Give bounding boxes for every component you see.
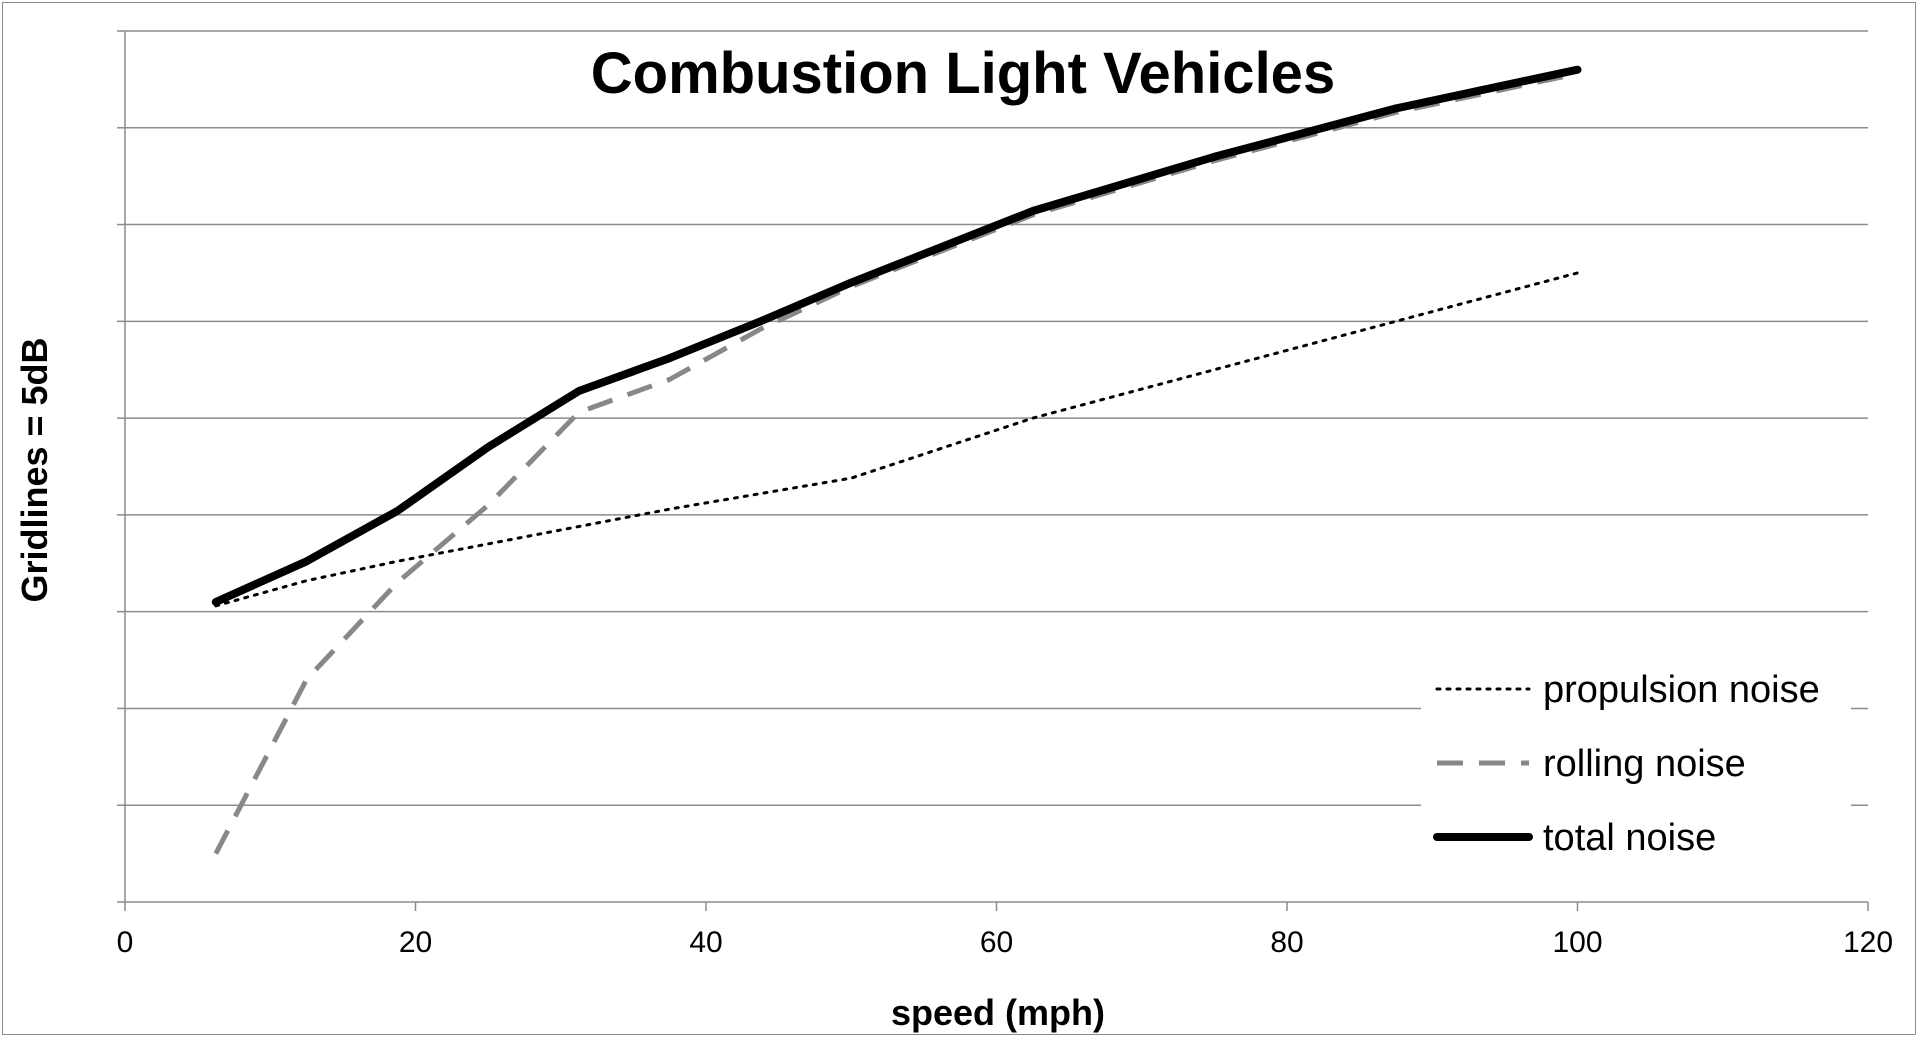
x-axis-label: speed (mph): [891, 992, 1105, 1033]
chart-title: Combustion Light Vehicles: [591, 41, 1335, 106]
x-tick-label-60: 60: [980, 926, 1013, 959]
y-axis-label: Gridlines = 5dB: [14, 337, 55, 602]
line-chart: 0 20 40 60 80 100 120 propulsion noise rolling …: [14, 30, 1893, 1033]
legend-label-propulsion-noise: propulsion noise: [1543, 669, 1820, 711]
axes: [117, 30, 1869, 911]
series-lines: [211, 65, 1582, 855]
x-tick-label-120: 120: [1843, 926, 1893, 959]
series-line-propulsion-noise: [214, 271, 1579, 608]
series-line-rolling-noise: [213, 71, 1579, 855]
x-tick-label-20: 20: [399, 926, 432, 959]
gridlines: [125, 30, 1868, 806]
x-tick-labels: 0 20 40 60 80 100 120: [117, 926, 1893, 959]
x-tick-label-40: 40: [689, 926, 722, 959]
x-tick-label-0: 0: [117, 926, 134, 959]
legend-label-rolling-noise: rolling noise: [1543, 743, 1746, 785]
x-tick-label-100: 100: [1552, 926, 1602, 959]
legend-label-total-noise: total noise: [1543, 817, 1716, 859]
series-line-total-noise: [211, 65, 1582, 606]
legend: propulsion noise rolling noise total noise: [1421, 651, 1851, 871]
x-tick-label-80: 80: [1270, 926, 1303, 959]
